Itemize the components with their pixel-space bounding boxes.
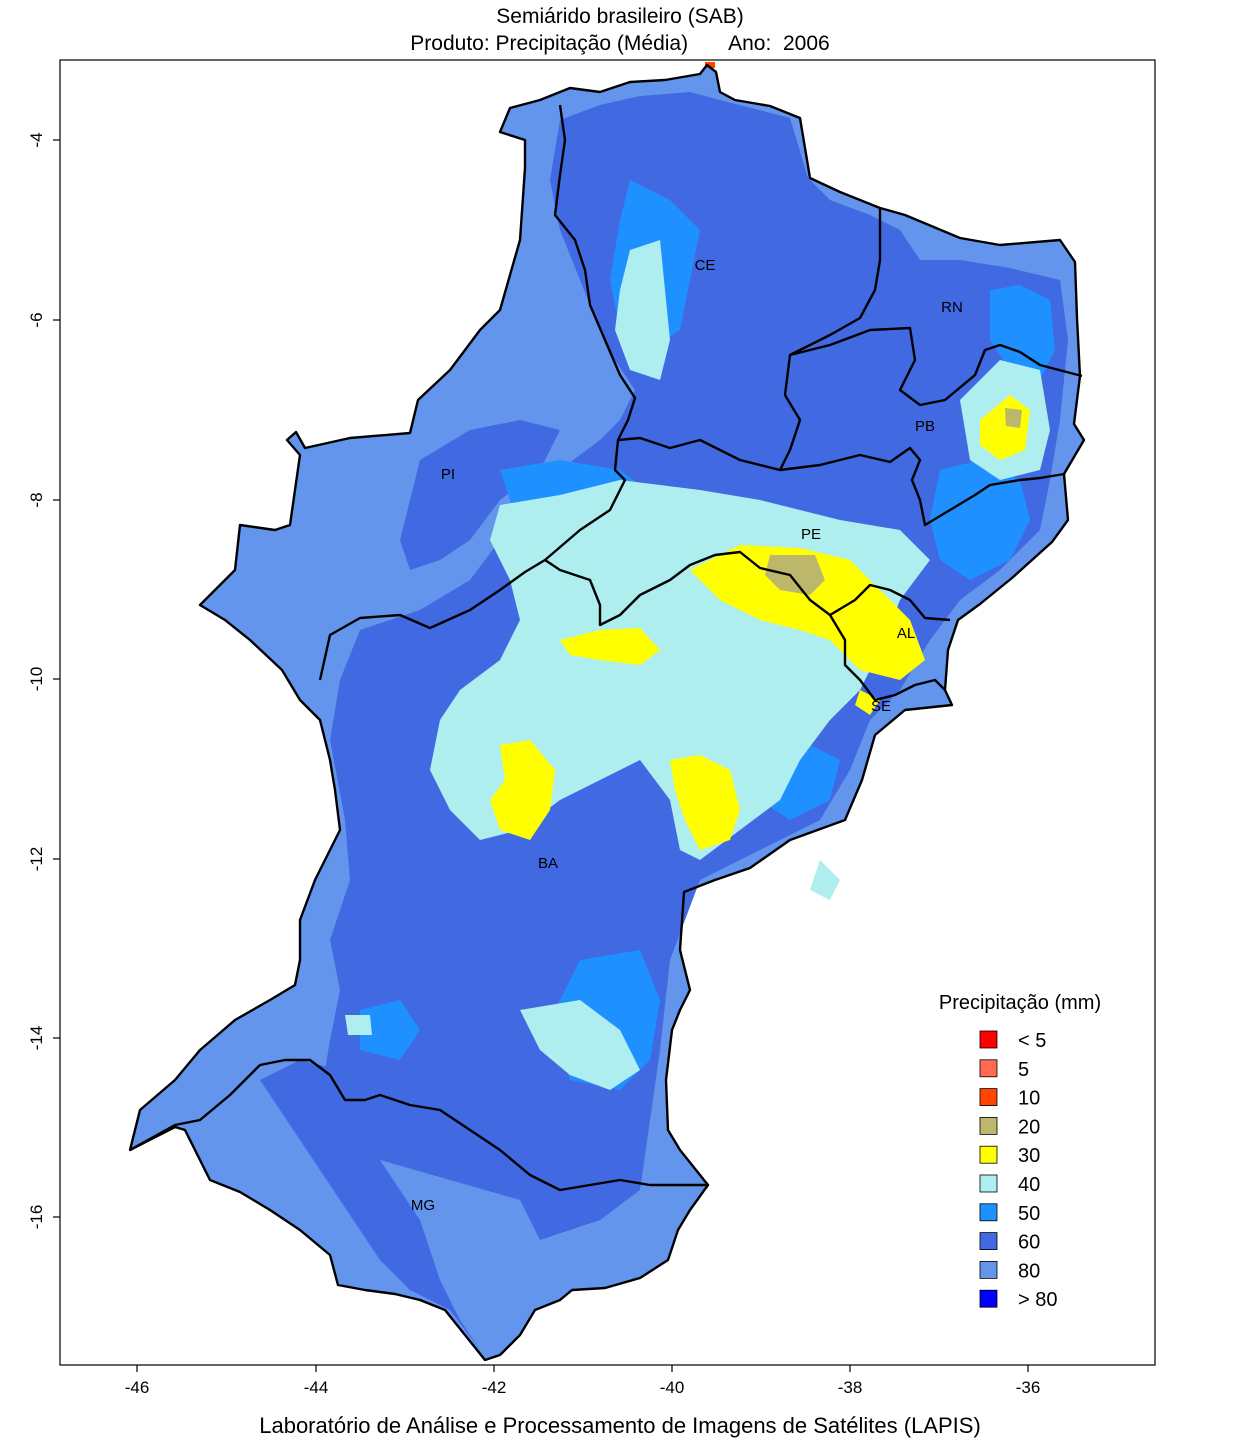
legend-swatch: [979, 1059, 998, 1078]
product-label: Produto: Precipitação (Média): [410, 32, 689, 55]
x-tick-label: -38: [838, 1378, 863, 1397]
legend-swatch: [979, 1261, 998, 1279]
x-axis-ticks: [136, 1365, 1029, 1372]
y-tick-label: -16: [27, 1205, 46, 1230]
legend-swatch: [979, 1030, 998, 1049]
x-tick-label: -40: [660, 1378, 685, 1397]
x-tick-label: -36: [1016, 1378, 1041, 1397]
state-label: CE: [695, 257, 716, 274]
hotspot-cell: [705, 62, 715, 68]
legend-label: 40: [1018, 1174, 1040, 1196]
footer-credit: Laboratório de Análise e Processamento d…: [259, 1413, 981, 1438]
y-axis-ticks: [53, 139, 60, 1218]
legend-label: > 80: [1018, 1289, 1057, 1311]
zone-20mm: [765, 408, 1022, 595]
legend-swatch: [979, 1203, 998, 1222]
state-label: PB: [915, 418, 935, 435]
state-label: SE: [871, 698, 891, 715]
legend-swatch: [979, 1088, 998, 1106]
legend-swatch: [979, 1145, 998, 1164]
x-tick-label: -42: [482, 1378, 507, 1397]
map-title: Semiárido brasileiro (SAB): [496, 5, 744, 28]
legend-label: 5: [1018, 1059, 1029, 1081]
legend-swatch: [979, 1174, 998, 1193]
legend-title: Precipitação (mm): [939, 992, 1101, 1014]
legend-label: 30: [1018, 1145, 1040, 1167]
year-value: 2006: [782, 32, 830, 55]
state-boundaries: [128, 63, 1086, 1362]
y-tick-label: -6: [27, 312, 46, 327]
y-tick-label: -10: [27, 667, 46, 692]
y-tick-label: -4: [27, 132, 46, 147]
legend-swatch: [979, 1232, 998, 1250]
state-label: RN: [941, 299, 963, 316]
x-axis-labels: -46 -44 -42 -40 -38 -36: [125, 1378, 1041, 1397]
legend-swatch: [979, 1117, 998, 1135]
legend-swatch: [979, 1289, 998, 1308]
state-label: PI: [441, 466, 455, 483]
year-label: Ano:: [728, 32, 772, 55]
legend-label: < 5: [1018, 1030, 1046, 1052]
y-tick-label: -8: [27, 492, 46, 507]
y-tick-label: -14: [27, 1026, 46, 1051]
state-labels: CE RN PB PI PE AL SE BA MG: [411, 257, 963, 1214]
legend-label: 10: [1018, 1088, 1040, 1110]
zone-30mm: [490, 395, 1030, 850]
x-tick-label: -44: [304, 1378, 329, 1397]
state-label: PE: [801, 526, 821, 543]
legend: Precipitação (mm) < 5 5 10 20 30 40 50 60 80 > 80: [939, 992, 1101, 1311]
legend-label: 80: [1018, 1260, 1040, 1282]
map-subtitle: Produto: Precipitação (Média) Ano: 2006: [0, 32, 1240, 56]
state-label: BA: [538, 855, 558, 872]
legend-label: 50: [1018, 1203, 1040, 1225]
y-axis-labels: -4 -6 -8 -10 -12 -14 -16: [27, 132, 46, 1229]
legend-label: 20: [1018, 1116, 1040, 1138]
x-tick-label: -46: [125, 1378, 150, 1397]
legend-label: 60: [1018, 1232, 1040, 1254]
state-label: AL: [897, 625, 915, 642]
state-label: MG: [411, 1197, 435, 1214]
y-tick-label: -12: [27, 847, 46, 872]
